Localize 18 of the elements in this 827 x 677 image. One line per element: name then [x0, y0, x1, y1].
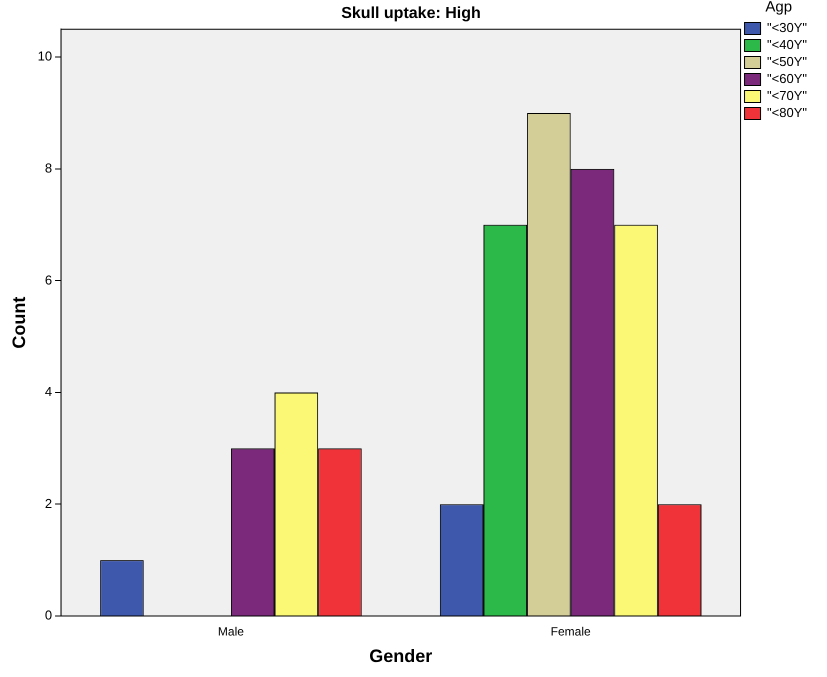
legend-label: "<50Y" [767, 54, 808, 70]
y-tick-label: 4 [44, 384, 52, 400]
legend-title: Agp [765, 0, 792, 16]
y-tick-label: 6 [44, 272, 52, 288]
y-tick-label: 0 [44, 608, 52, 623]
y-tick-label: 10 [38, 48, 52, 64]
legend-label: "<70Y" [767, 88, 808, 104]
y-tick-label: 2 [44, 496, 52, 511]
legend-label: "<30Y" [767, 20, 808, 36]
legend-label: "<40Y" [767, 37, 808, 52]
legend-label: "<60Y" [767, 71, 808, 86]
y-axis-title: Count [8, 296, 29, 349]
x-axis-title: Gender [369, 646, 432, 666]
y-tick-label: 8 [44, 160, 52, 176]
legend-label: "<80Y" [767, 105, 808, 120]
x-tick-label: Female [550, 624, 592, 639]
x-tick-label: Male [218, 624, 244, 639]
chart-title: Skull uptake: High [341, 5, 481, 22]
